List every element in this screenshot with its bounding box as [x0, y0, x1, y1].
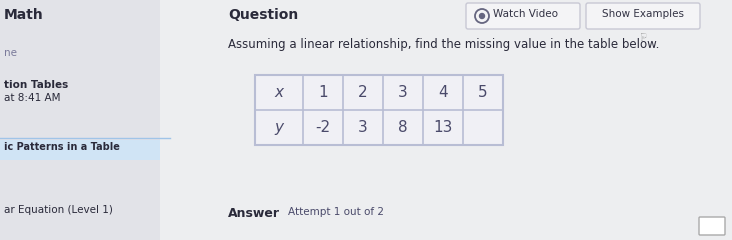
Text: ic Patterns in a Table: ic Patterns in a Table: [4, 142, 120, 152]
Text: Watch Video: Watch Video: [493, 9, 558, 19]
Text: Math: Math: [4, 8, 44, 22]
Text: ne: ne: [4, 48, 17, 58]
Text: -2: -2: [315, 120, 331, 135]
Text: ☝: ☝: [640, 29, 646, 39]
FancyBboxPatch shape: [586, 3, 700, 29]
Text: 2: 2: [358, 85, 367, 100]
Text: 3: 3: [398, 85, 408, 100]
Text: Answer: Answer: [228, 207, 280, 220]
FancyBboxPatch shape: [255, 75, 503, 145]
Text: 1: 1: [318, 85, 328, 100]
Text: 4: 4: [438, 85, 448, 100]
Text: Assuming a linear relationship, find the missing value in the table below.: Assuming a linear relationship, find the…: [228, 38, 660, 51]
Text: Question: Question: [228, 8, 298, 22]
Text: tion Tables: tion Tables: [4, 80, 68, 90]
FancyBboxPatch shape: [466, 3, 580, 29]
Text: Show Examples: Show Examples: [602, 9, 684, 19]
Text: Attempt 1 out of 2: Attempt 1 out of 2: [288, 207, 384, 217]
Text: x: x: [274, 85, 283, 100]
Text: at 8:41 AM: at 8:41 AM: [4, 93, 61, 103]
Text: 8: 8: [398, 120, 408, 135]
Text: ar Equation (Level 1): ar Equation (Level 1): [4, 205, 113, 215]
Text: 3: 3: [358, 120, 368, 135]
Text: 5: 5: [478, 85, 488, 100]
Text: 13: 13: [433, 120, 452, 135]
Text: y: y: [274, 120, 283, 135]
FancyBboxPatch shape: [0, 140, 160, 160]
FancyBboxPatch shape: [0, 0, 160, 240]
FancyBboxPatch shape: [699, 217, 725, 235]
Circle shape: [479, 13, 485, 18]
